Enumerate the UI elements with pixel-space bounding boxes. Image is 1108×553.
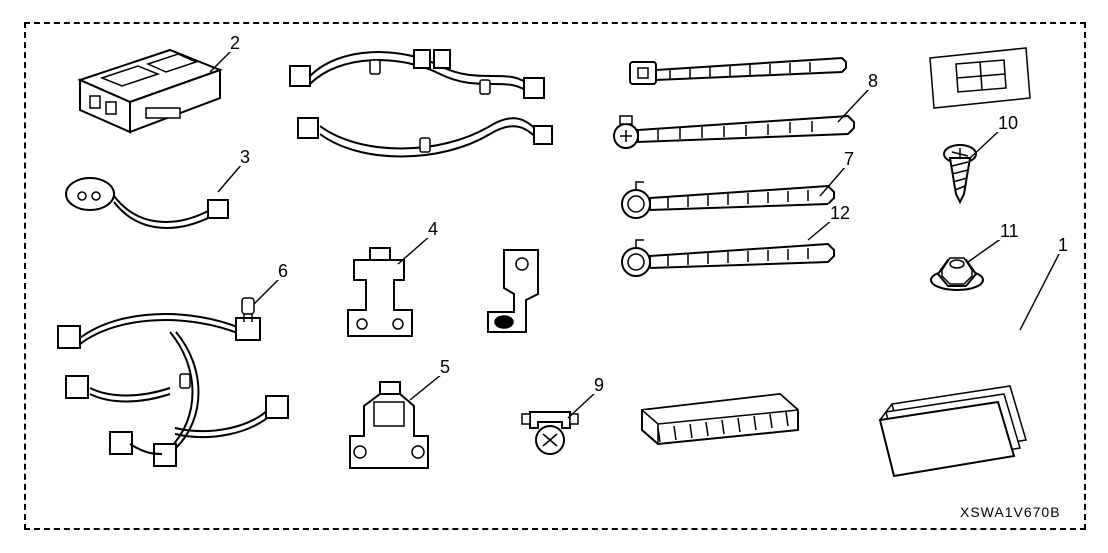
leader-lines bbox=[0, 0, 1108, 553]
callout-12: 12 bbox=[828, 204, 852, 222]
callout-3: 3 bbox=[238, 148, 252, 166]
callout-10: 10 bbox=[996, 114, 1020, 132]
parts-diagram-canvas: XSWA1V670B 123456789101112 bbox=[0, 0, 1108, 553]
diagram-part-code: XSWA1V670B bbox=[960, 504, 1061, 520]
callout-6: 6 bbox=[276, 262, 290, 280]
callout-2: 2 bbox=[228, 34, 242, 52]
callout-11: 11 bbox=[998, 222, 1021, 240]
callout-7: 7 bbox=[842, 150, 856, 168]
callout-8: 8 bbox=[866, 72, 880, 90]
callout-1: 1 bbox=[1056, 236, 1070, 254]
callout-5: 5 bbox=[438, 358, 452, 376]
callout-4: 4 bbox=[426, 220, 440, 238]
callout-9: 9 bbox=[592, 376, 606, 394]
